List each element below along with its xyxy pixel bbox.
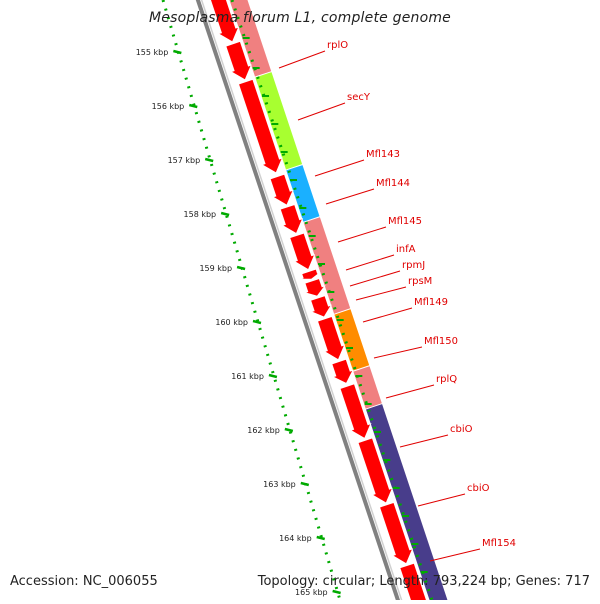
leader-line-10 — [373, 346, 423, 359]
gene-label-12: cbiO — [450, 424, 473, 435]
leader-line-1 — [278, 50, 326, 69]
major-tick-10 — [316, 535, 326, 541]
leader-line-4 — [325, 188, 375, 205]
leader-line-13 — [417, 493, 466, 507]
cds-arrow-15 — [399, 562, 429, 604]
leader-line-12 — [399, 434, 449, 448]
tick-ring-right — [230, 0, 434, 601]
major-tick-4 — [220, 211, 230, 217]
gene-label-13: cbiO — [467, 483, 490, 494]
major-tick-7 — [268, 373, 278, 379]
tick-label-9: 163 kbp — [263, 480, 296, 489]
cds-arrow-9 — [310, 295, 333, 318]
gene-label-11: rplQ — [436, 374, 457, 385]
major-tick-9 — [300, 481, 310, 487]
genome-summary: Topology: circular; Length: 793,224 bp; … — [257, 574, 590, 589]
gene-label-5: Mfl145 — [388, 216, 422, 227]
tick-label-4: 158 kbp — [184, 210, 217, 219]
major-tick-2 — [188, 103, 198, 109]
tick-label-8: 162 kbp — [247, 426, 280, 435]
tick-label-7: 161 kbp — [231, 372, 264, 381]
leader-line-8 — [355, 286, 407, 301]
tick-label-10: 164 kbp — [279, 534, 312, 543]
gene-label-1: rplO — [327, 40, 348, 51]
major-tick-6 — [252, 319, 262, 325]
gene-label-6: infA — [396, 244, 416, 255]
gene-label-10: Mfl150 — [424, 336, 458, 347]
backbone-highlight — [200, 0, 404, 604]
cog-segment-cbiO — [366, 404, 449, 604]
tick-label-5: 159 kbp — [199, 264, 232, 273]
leader-line-7 — [349, 270, 401, 287]
tick-label-3: 157 kbp — [168, 156, 201, 165]
major-tick-11 — [332, 589, 341, 595]
major-tick-1 — [173, 49, 182, 55]
cds-arrow-11 — [331, 358, 354, 384]
gene-label-8: rpsM — [408, 276, 432, 287]
gene-label-9: Mfl149 — [414, 297, 448, 308]
tick-label-6: 160 kbp — [215, 318, 248, 327]
cog-segment-Mfl145 — [303, 217, 351, 314]
leader-line-5 — [337, 226, 387, 243]
gene-label-4: Mfl144 — [376, 178, 410, 189]
major-tick-5 — [236, 265, 246, 271]
cog-segment-Mfl150 — [334, 309, 370, 371]
cds-arrow-7 — [300, 268, 321, 280]
major-tick-3 — [204, 157, 214, 163]
map-title: Mesoplasma florum L1, complete genome — [148, 10, 451, 26]
leader-line-3 — [314, 159, 365, 177]
cds-arrow-13 — [357, 437, 394, 504]
cds-arrow-14 — [379, 501, 414, 565]
backbone-line — [195, 0, 402, 604]
accession-label: Accession: NC_006055 — [10, 574, 158, 589]
leader-line-14 — [429, 548, 481, 562]
leader-line-11 — [385, 384, 435, 399]
cds-arrow-4 — [269, 173, 294, 206]
cog-segment-rplO — [229, 0, 272, 77]
gene-label-3: Mfl143 — [366, 149, 400, 160]
cds-arrow-1 — [210, 0, 240, 43]
cds-arrow-5 — [279, 204, 304, 235]
leader-line-9 — [362, 307, 413, 323]
cds-arrow-10 — [317, 315, 346, 361]
cds-arrow-8 — [303, 278, 326, 297]
tick-label-2: 156 kbp — [152, 102, 185, 111]
cds-arrow-3 — [238, 78, 283, 174]
leader-line-6 — [345, 254, 395, 271]
leader-line-2 — [297, 102, 346, 121]
gene-label-2: secY — [347, 92, 371, 103]
cds-arrow-6 — [289, 232, 316, 271]
gene-label-14: Mfl154 — [482, 538, 516, 549]
cds-arrow-2 — [225, 40, 252, 81]
cds-arrow-12 — [339, 383, 372, 439]
tick-label-11: 165 kbp — [295, 588, 328, 597]
tick-label-1: 155 kbp — [136, 48, 169, 57]
major-tick-8 — [284, 427, 294, 433]
gene-label-7: rpmJ — [402, 260, 425, 271]
